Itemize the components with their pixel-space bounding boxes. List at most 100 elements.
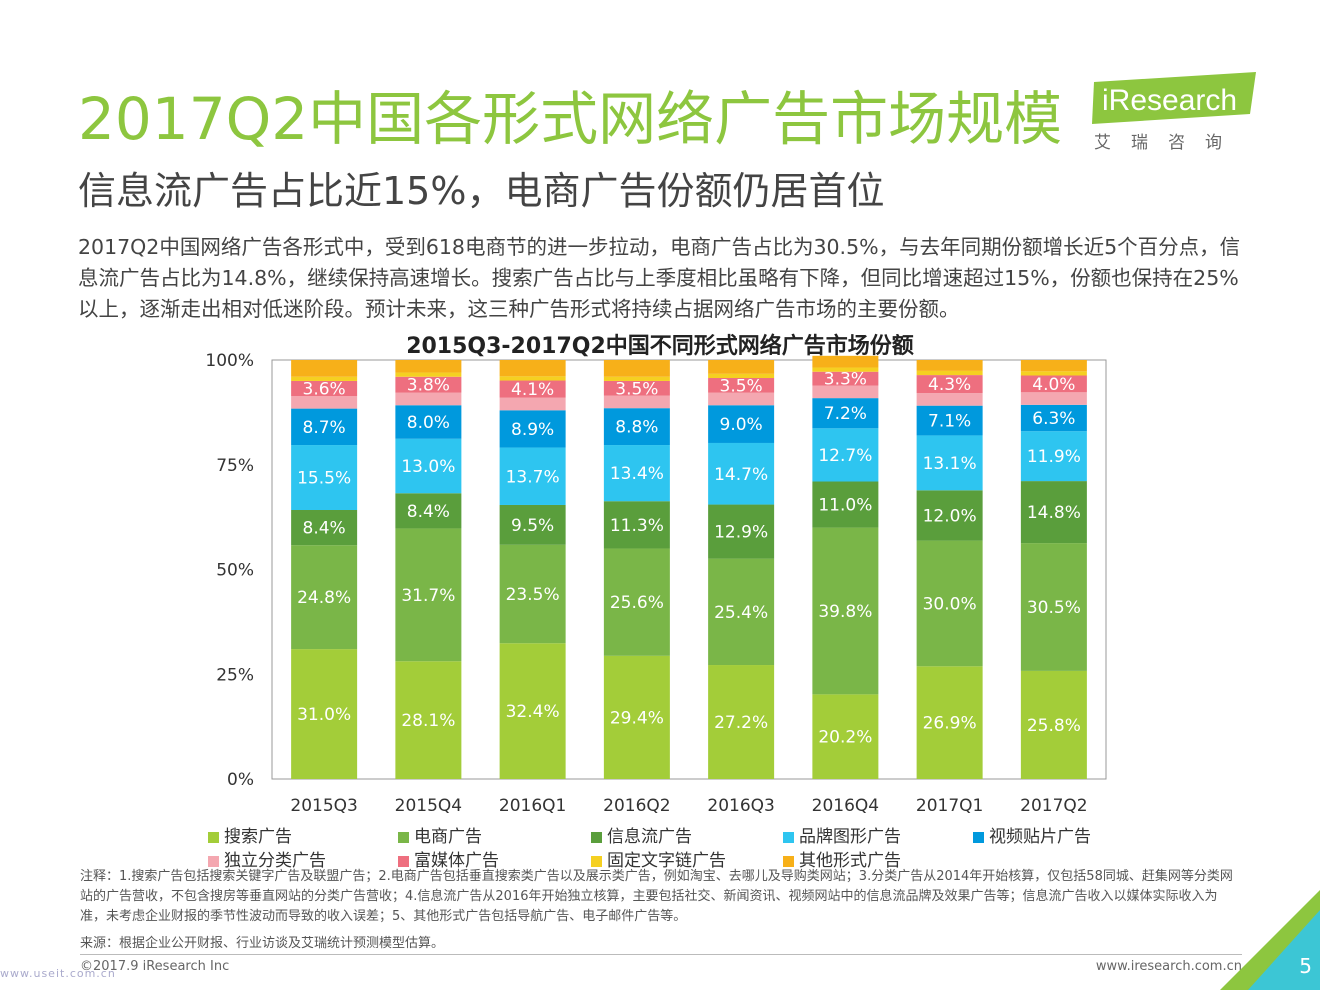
data-label: 14.7% — [714, 465, 768, 485]
bar-segment — [812, 367, 879, 372]
data-label: 12.7% — [818, 446, 872, 466]
bar-segment — [603, 408, 670, 446]
data-label: 29.4% — [610, 708, 664, 728]
y-tick-label: 100% — [205, 351, 254, 371]
page-title: 2017Q2中国各形式网络广告市场规模 — [78, 85, 1063, 153]
bar-segment — [291, 649, 358, 779]
bar-segment — [395, 360, 462, 373]
data-label: 3.6% — [303, 379, 346, 399]
x-tick-label: 2015Q4 — [395, 796, 462, 816]
bar-segment — [708, 504, 775, 559]
data-label: 9.5% — [511, 516, 554, 536]
data-label: 13.0% — [401, 457, 455, 477]
legend-item-rich-media: 富媒体广告 — [398, 846, 499, 871]
bar-segment — [812, 694, 879, 779]
bar-segment — [812, 428, 879, 482]
data-label: 3.5% — [720, 376, 763, 396]
data-label: 3.8% — [407, 376, 450, 396]
data-label: 27.2% — [714, 713, 768, 733]
data-label: 11.0% — [818, 496, 872, 516]
data-label: 8.8% — [615, 418, 658, 438]
bar-segment — [603, 395, 670, 409]
bar-segment — [916, 435, 983, 491]
data-label: 6.3% — [1032, 409, 1075, 429]
legend-swatch — [398, 855, 409, 867]
bar-segment — [291, 380, 358, 397]
bar-segment — [812, 481, 879, 528]
x-tick-label: 2016Q3 — [707, 796, 774, 816]
bar-segment — [1020, 371, 1087, 376]
x-tick-label: 2015Q3 — [290, 796, 357, 816]
page-subtitle: 信息流广告占比近15%，电商广告份额仍居首位 — [78, 169, 885, 213]
bar-segment — [1020, 360, 1087, 372]
legend-item-feed: 信息流广告 — [591, 822, 692, 847]
x-tick-label: 2017Q1 — [916, 796, 983, 816]
bar-segment — [708, 558, 775, 666]
y-tick-label: 75% — [216, 456, 254, 476]
bar-segment — [916, 405, 983, 436]
data-label: 11.3% — [610, 516, 664, 536]
bar-segment — [1020, 392, 1087, 405]
bar-segment — [291, 360, 358, 377]
legend-swatch — [208, 855, 219, 867]
logo-brand-text: iResearch — [1102, 84, 1237, 117]
legend-swatch — [208, 831, 219, 843]
data-label: 8.4% — [407, 502, 450, 522]
data-label: 24.8% — [297, 588, 351, 608]
data-label: 3.5% — [615, 379, 658, 399]
bar-segment — [291, 408, 358, 446]
bar-segment — [499, 380, 566, 398]
data-label: 7.2% — [824, 404, 867, 424]
bar-segment — [708, 392, 775, 406]
bar-segment — [603, 501, 670, 549]
bar-segment — [499, 447, 566, 505]
data-label: 25.6% — [610, 593, 664, 613]
legend-item-classified: 独立分类广告 — [208, 846, 326, 871]
data-label: 30.0% — [923, 594, 977, 614]
bar-segment — [916, 490, 983, 541]
intro-paragraph: 2017Q2中国网络广告各形式中，受到618电商节的进一步拉动，电商广告占比为3… — [78, 235, 1241, 321]
bar-segment — [499, 544, 566, 644]
bar-segment — [603, 360, 670, 377]
data-label: 3.3% — [824, 370, 867, 390]
y-tick-label: 0% — [227, 770, 254, 790]
page-number: 5 — [1299, 954, 1312, 978]
legend-item-text-link: 固定文字链广告 — [591, 846, 726, 871]
bar-segment — [395, 405, 462, 439]
bar-segment — [395, 372, 462, 377]
data-label: 26.9% — [923, 714, 977, 734]
data-label: 4.1% — [511, 380, 554, 400]
bar-segment — [1020, 404, 1087, 432]
data-label: 12.9% — [714, 523, 768, 543]
x-tick-label: 2016Q1 — [499, 796, 566, 816]
legend-swatch — [973, 831, 984, 843]
footer-website: www.iresearch.com.cn — [1095, 959, 1242, 974]
bar-segment — [499, 504, 566, 545]
bar-segment — [603, 445, 670, 502]
bar-segment — [916, 393, 983, 406]
legend-swatch — [398, 831, 409, 843]
data-label: 31.7% — [401, 586, 455, 606]
data-label: 4.3% — [928, 375, 971, 395]
bar-segment — [499, 643, 566, 779]
bar-segment — [499, 360, 566, 377]
logo-brand-cn: 艾瑞咨询 — [1094, 133, 1242, 153]
bar-segment — [603, 655, 670, 779]
x-tick-label: 2016Q4 — [812, 796, 879, 816]
legend-item-brand-display: 品牌图形广告 — [783, 822, 901, 847]
corner-decoration — [1220, 890, 1320, 990]
legend-item-other: 其他形式广告 — [783, 846, 901, 871]
bar-segment — [1020, 431, 1087, 482]
bar-segment — [395, 438, 462, 494]
x-tick-label: 2016Q2 — [603, 796, 670, 816]
data-label: 4.0% — [1032, 375, 1075, 395]
x-tick-label: 2017Q2 — [1020, 796, 1087, 816]
bar-segment — [291, 376, 358, 381]
data-label: 11.9% — [1027, 447, 1081, 467]
data-label: 8.7% — [303, 418, 346, 438]
bar-segment — [708, 378, 775, 393]
bar-segment — [812, 371, 879, 386]
data-label: 30.5% — [1027, 598, 1081, 618]
bar-segment — [291, 510, 358, 546]
